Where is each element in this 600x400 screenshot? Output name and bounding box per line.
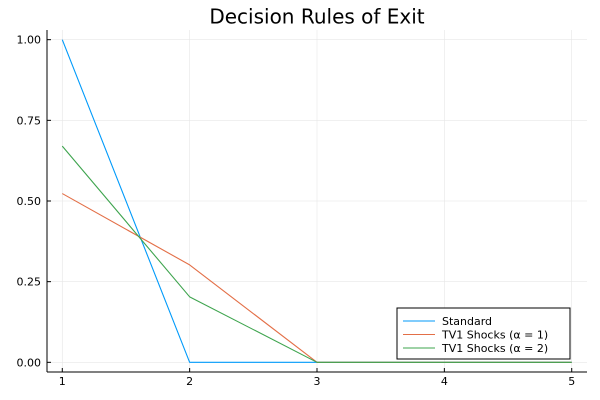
y-tick-label: 0.50	[17, 195, 42, 208]
y-tick-label: 1.00	[17, 34, 42, 47]
legend-label-2: TV1 Shocks (α = 2)	[441, 342, 548, 355]
series-line-2	[61, 145, 572, 363]
axes: 1 2 3 4 5 0.00 0.25 0.50 0.75 1.00	[17, 30, 587, 388]
y-tick-label: 0.25	[17, 276, 42, 289]
legend-box	[396, 307, 571, 360]
y-tick-label: 0.00	[17, 356, 42, 369]
x-tick-label: 5	[568, 375, 575, 388]
x-tick-label: 1	[59, 375, 66, 388]
x-tick-label: 2	[186, 375, 193, 388]
series-lines	[61, 39, 572, 363]
x-tick-label: 3	[314, 375, 321, 388]
legend-label-0: Standard	[442, 315, 492, 328]
y-tick-label: 0.75	[17, 114, 42, 127]
chart-title: Decision Rules of Exit	[209, 5, 424, 29]
x-tick-label: 4	[441, 375, 448, 388]
legend-label-1: TV1 Shocks (α = 1)	[441, 329, 548, 342]
